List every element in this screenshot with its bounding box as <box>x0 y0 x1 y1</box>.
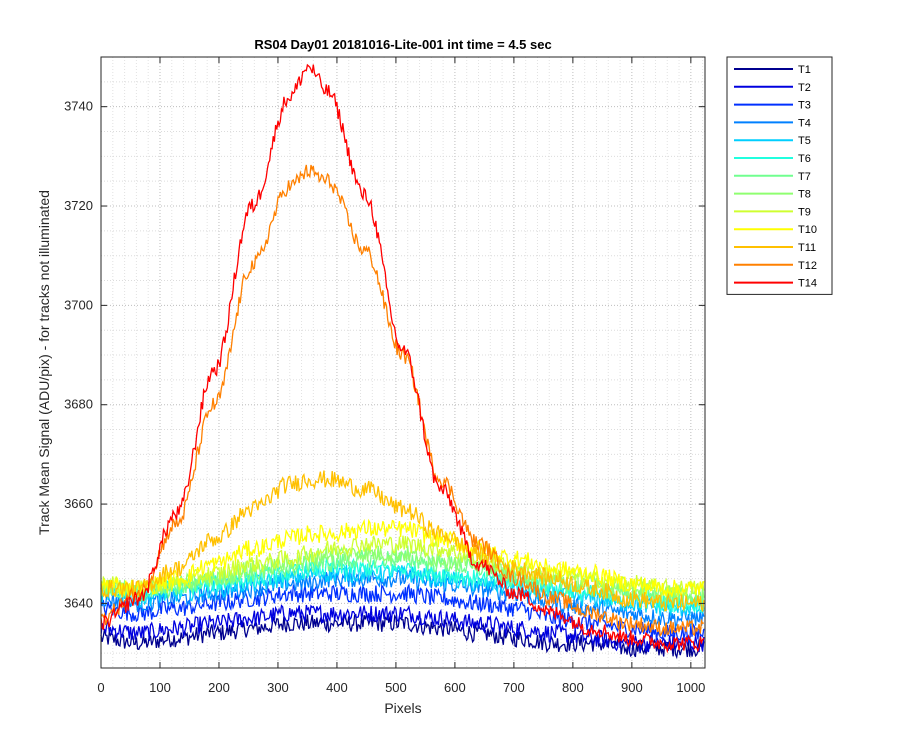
y-tick-label: 3700 <box>64 297 93 312</box>
legend-label-t6: T6 <box>798 153 811 165</box>
legend-label-t14: T14 <box>798 278 817 290</box>
tick-marks: 0 100 200 300 400 500 600 700 800 900 1000 3640 3660… <box>64 57 705 695</box>
x-tick-label: 500 <box>385 680 407 695</box>
legend-label-t10: T10 <box>798 224 817 236</box>
series-line-t3 <box>100 582 705 645</box>
series-line-t5 <box>100 564 705 617</box>
legend-label-t4: T4 <box>798 117 811 129</box>
legend-label-t7: T7 <box>798 171 811 183</box>
y-tick-label: 3740 <box>64 99 93 114</box>
x-axis-label: Pixels <box>384 700 421 716</box>
legend-label-t9: T9 <box>798 206 811 218</box>
y-tick-label: 3680 <box>64 397 93 412</box>
x-tick-label: 0 <box>97 680 104 695</box>
x-tick-label: 1000 <box>676 680 705 695</box>
series-line-t10 <box>100 518 705 598</box>
series-line-t9 <box>100 535 705 599</box>
series-line-t11 <box>100 470 705 612</box>
y-tick-label: 3640 <box>64 595 93 610</box>
series-line-t2 <box>100 604 705 654</box>
legend-label-t11: T11 <box>798 242 816 254</box>
legend-label-t12: T12 <box>798 260 817 272</box>
y-axis-label: Track Mean Signal (ADU/pix) - for tracks… <box>36 190 52 535</box>
legend: T1 T2 T3 T4 T5 T6 T7 T8 T9 T10 T11 T12 T14 <box>726 56 833 295</box>
x-tick-label: 200 <box>208 680 230 695</box>
series-line-t1 <box>100 612 705 660</box>
plot-frame <box>100 56 706 669</box>
series-line-t14 <box>100 63 705 654</box>
x-tick-label: 700 <box>503 680 525 695</box>
series-line-t12 <box>100 164 705 638</box>
legend-label-t1: T1 <box>798 64 811 76</box>
chart-title: RS04 Day01 20181016-Lite-001 int time = … <box>254 37 551 52</box>
x-tick-label: 600 <box>444 680 466 695</box>
y-tick-label: 3660 <box>64 496 93 511</box>
legend-label-t5: T5 <box>798 135 811 147</box>
x-tick-label: 300 <box>267 680 289 695</box>
legend-label-t2: T2 <box>798 82 811 94</box>
x-tick-label: 100 <box>149 680 171 695</box>
x-tick-label: 400 <box>326 680 348 695</box>
legend-label-t3: T3 <box>798 100 811 112</box>
x-tick-label: 800 <box>562 680 584 695</box>
y-tick-label: 3720 <box>64 198 93 213</box>
legend-label-t8: T8 <box>798 189 811 201</box>
series-layer <box>100 63 705 660</box>
x-tick-label: 900 <box>621 680 643 695</box>
